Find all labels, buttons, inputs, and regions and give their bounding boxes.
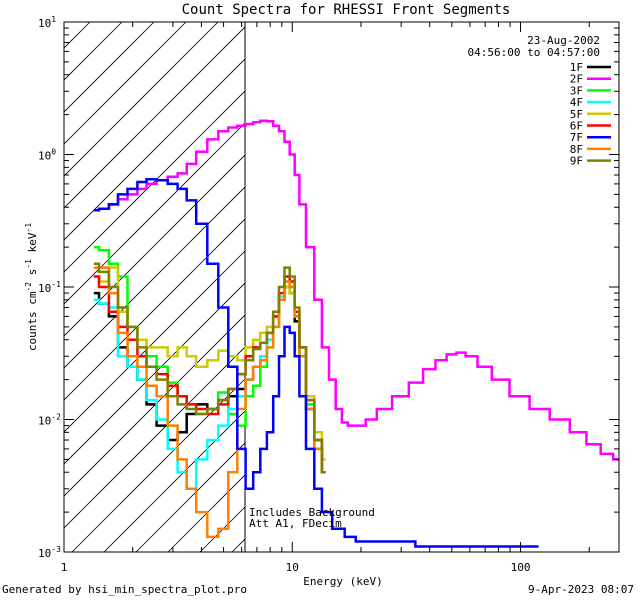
y-tick-label: 101 (38, 15, 56, 30)
hatch-line (135, 442, 245, 552)
hatch-line (64, 22, 219, 177)
legend-label: 5F (570, 108, 583, 121)
y-tick-label: 100 (38, 148, 56, 163)
hatch-line (64, 314, 245, 497)
shaded-region (0, 22, 640, 552)
hatch-line (64, 22, 187, 145)
x-tick-label: 100 (511, 561, 531, 574)
y-axis-label: counts cm-2 s-1 keV-1 (24, 223, 39, 351)
x-tick-labels: 1 10 100 (61, 561, 531, 574)
series-7F (93, 178, 539, 548)
annotation-attenuator: Att A1, FDecim (249, 517, 342, 530)
hatch-line (64, 218, 245, 401)
y-tick-label: 10-3 (38, 545, 61, 560)
plot-time-range: 04:56:00 to 04:57:00 (468, 46, 600, 59)
hatch-line (64, 186, 245, 369)
legend-label: 4F (570, 96, 583, 109)
hatch-line (64, 26, 245, 209)
hatch-line (64, 346, 245, 529)
series-2F (93, 119, 619, 461)
hatch-line (64, 122, 245, 305)
y-tick-labels: 101 100 10-1 10-2 10-3 (38, 15, 61, 560)
hatch-line (103, 410, 245, 552)
y-tick-label: 10-2 (38, 413, 61, 428)
y-tick-label: 10-1 (38, 280, 61, 295)
series-9F (93, 262, 326, 474)
y-label-unit-s: s (26, 269, 39, 282)
chart-title: Count Spectra for RHESSI Front Segments (182, 2, 511, 18)
y-label-exp-2: -1 (24, 259, 33, 269)
hatch-line (64, 250, 245, 433)
legend-label: 8F (570, 143, 583, 156)
x-tick-label: 1 (61, 561, 68, 574)
annotation-background: Includes Background (249, 506, 375, 519)
y-label-exp-3: -1 (24, 223, 33, 233)
y-label-unit-kev: keV (26, 232, 39, 259)
legend-label: 7F (570, 131, 583, 144)
hatch-line (64, 90, 245, 273)
y-label-text: counts cm (26, 291, 39, 351)
series-layer (93, 119, 619, 548)
legend-label: 6F (570, 120, 583, 133)
hatch-line (64, 58, 245, 241)
legend-label: 1F (570, 61, 583, 74)
x-axis-label: Energy (keV) (303, 575, 382, 588)
footer-timestamp: 9-Apr-2023 08:07 (528, 583, 634, 596)
plot-frame (63, 21, 620, 553)
legend-label: 3F (570, 84, 583, 97)
x-tick-label: 10 (286, 561, 299, 574)
y-label-exp-1: -2 (24, 282, 33, 292)
legend-label: 9F (570, 155, 583, 168)
footer-generated-by: Generated by hsi_min_spectra_plot.pro (2, 583, 248, 596)
hatch-line (0, 22, 26, 552)
plot-date: 23-Aug-2002 (527, 34, 600, 47)
legend-label: 2F (570, 73, 583, 86)
hatch-line (264, 22, 640, 552)
axis-ticks (63, 22, 619, 553)
hatch-line (64, 22, 155, 113)
hatch-line (71, 378, 245, 552)
